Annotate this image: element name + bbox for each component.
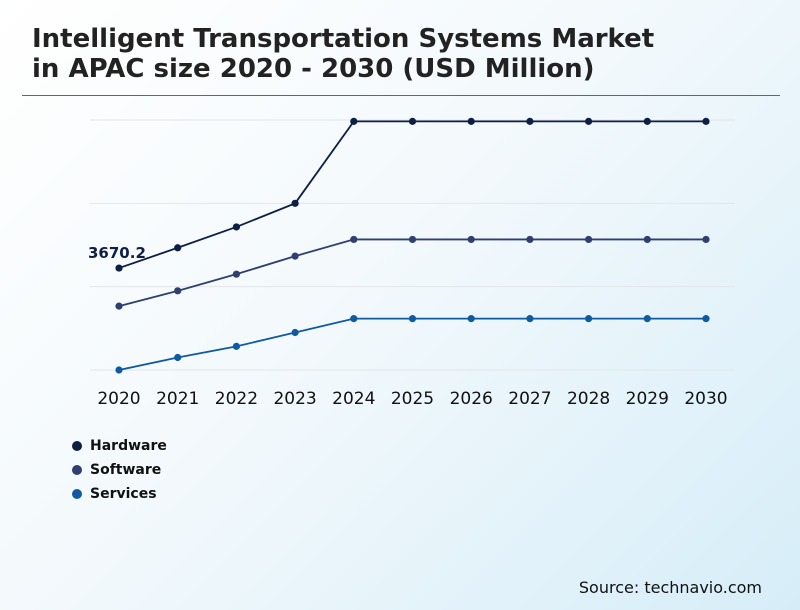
data-point xyxy=(115,264,123,272)
data-point xyxy=(350,117,358,125)
source-credit: Source: technavio.com xyxy=(578,578,762,597)
data-point xyxy=(291,252,299,260)
x-tick-label: 2029 xyxy=(626,389,669,409)
x-tick-label: 2021 xyxy=(156,389,199,409)
series-line-software xyxy=(118,238,706,307)
x-tick-label: 2028 xyxy=(567,389,610,409)
series-line-hardware xyxy=(118,120,706,269)
title-divider xyxy=(22,95,780,96)
data-point xyxy=(174,353,182,362)
data-point xyxy=(585,117,593,125)
data-point xyxy=(408,315,417,323)
data-point xyxy=(115,302,123,310)
data-point xyxy=(467,235,475,244)
legend-item: Software xyxy=(72,458,167,482)
chart-legend: Hardware Software Services xyxy=(72,434,167,506)
x-tick-label: 2027 xyxy=(508,389,551,409)
data-point xyxy=(291,199,299,207)
data-point xyxy=(174,244,182,252)
data-point xyxy=(643,117,651,125)
x-tick-label: 2020 xyxy=(97,389,140,409)
x-tick-label: 2022 xyxy=(215,389,258,409)
legend-marker xyxy=(72,489,82,499)
series-line-services xyxy=(118,317,706,371)
legend-item: Hardware xyxy=(72,434,167,458)
data-point xyxy=(526,117,534,125)
data-point xyxy=(467,315,475,323)
data-point xyxy=(115,366,123,374)
data-point xyxy=(232,342,240,350)
legend-label: Software xyxy=(90,462,162,478)
data-point xyxy=(643,315,651,323)
data-point xyxy=(291,328,299,337)
data-point xyxy=(232,223,240,231)
x-tick-label: 2030 xyxy=(684,389,727,409)
legend-marker xyxy=(72,441,82,451)
data-point xyxy=(408,235,417,244)
data-point xyxy=(585,315,593,323)
data-point xyxy=(350,235,358,244)
data-point xyxy=(174,287,182,295)
x-tick-label: 2024 xyxy=(332,389,375,409)
data-label: 3670.2 xyxy=(88,244,146,262)
data-point xyxy=(526,315,534,323)
data-point xyxy=(408,117,417,125)
data-point xyxy=(232,270,240,278)
legend-item: Services xyxy=(72,482,167,506)
data-point xyxy=(643,235,651,244)
data-point xyxy=(585,235,593,244)
data-point xyxy=(467,117,475,125)
data-point xyxy=(702,235,710,244)
data-point xyxy=(350,315,358,323)
legend-label: Services xyxy=(90,486,157,502)
chart-title: Intelligent Transportation Systems Marke… xyxy=(32,24,655,84)
x-tick-label: 2025 xyxy=(391,389,434,409)
legend-label: Hardware xyxy=(90,438,167,454)
data-point xyxy=(702,117,710,125)
data-point xyxy=(702,315,710,323)
x-tick-label: 2023 xyxy=(273,389,316,409)
data-point xyxy=(526,235,534,244)
x-tick-label: 2026 xyxy=(450,389,493,409)
legend-marker xyxy=(72,465,82,475)
